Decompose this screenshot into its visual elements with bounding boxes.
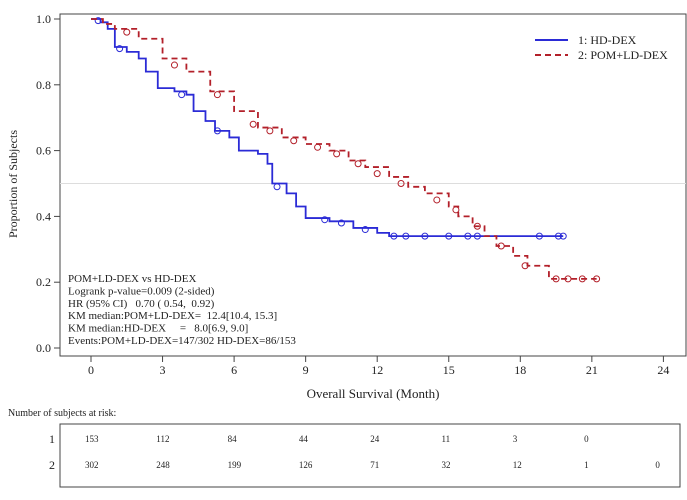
risk-cell: 0 — [584, 434, 589, 444]
y-tick-label: 1.0 — [36, 12, 51, 26]
annotation-line: Events:POM+LD-DEX=147/302 HD-DEX=86/153 — [68, 335, 296, 347]
risk-row-label: 2 — [49, 458, 55, 472]
x-tick-label: 6 — [231, 363, 237, 377]
censor-mark-series-1 — [473, 232, 481, 240]
risk-cell: 153 — [85, 434, 99, 444]
censor-mark-series-1 — [445, 232, 453, 240]
annotation-line: KM median:POM+LD-DEX= 12.4[10.4, 15.3] — [68, 310, 277, 322]
risk-cell: 11 — [442, 434, 451, 444]
censor-mark-series-1 — [421, 232, 429, 240]
risk-cell: 12 — [513, 460, 522, 470]
censor-mark-series-2 — [123, 28, 131, 36]
risk-cell: 248 — [156, 460, 170, 470]
risk-cell: 84 — [228, 434, 238, 444]
censor-mark-series-2 — [433, 196, 441, 204]
x-tick-label: 18 — [514, 363, 526, 377]
annotation-line: KM median:HD-DEX = 8.0[6.9, 9.0] — [68, 323, 248, 335]
risk-cell: 3 — [513, 434, 518, 444]
risk-cell: 0 — [655, 460, 660, 470]
censor-mark-series-1 — [116, 45, 124, 53]
censor-mark-series-2 — [397, 180, 405, 187]
censor-mark-series-2 — [521, 262, 529, 270]
km-curve-series-1 — [91, 18, 564, 238]
censor-mark-series-1 — [337, 219, 345, 227]
risk-cell: 71 — [370, 460, 379, 470]
x-tick-label: 24 — [657, 363, 669, 377]
censor-mark-series-1 — [361, 226, 369, 234]
risk-cell: 44 — [299, 434, 309, 444]
censor-mark-series-2 — [578, 275, 586, 283]
risk-row-label: 1 — [49, 432, 55, 446]
censor-mark-series-1 — [321, 216, 329, 224]
x-tick-label: 21 — [586, 363, 598, 377]
censor-mark-series-2 — [249, 120, 257, 128]
censor-mark-series-2 — [290, 137, 298, 145]
censor-mark-series-2 — [497, 242, 505, 250]
censor-mark-series-2 — [373, 170, 381, 178]
censor-mark-series-1 — [273, 183, 281, 191]
censor-mark-series-1 — [559, 232, 567, 240]
y-tick-label: 0.4 — [36, 209, 51, 223]
annotation-line: Logrank p-value=0.009 (2-sided) — [68, 285, 215, 297]
censor-mark-series-1 — [464, 232, 472, 240]
censor-mark-series-2 — [170, 61, 178, 69]
y-tick-label: 0.6 — [36, 144, 51, 158]
risk-cell: 302 — [85, 460, 99, 470]
x-tick-label: 15 — [443, 363, 455, 377]
risk-cell: 24 — [370, 434, 380, 444]
x-tick-label: 0 — [88, 363, 94, 377]
risk-table-title: Number of subjects at risk: — [8, 408, 116, 419]
censor-mark-series-2 — [552, 275, 560, 283]
y-tick-label: 0.8 — [36, 78, 51, 92]
censor-mark-series-2 — [452, 206, 460, 214]
risk-cell: 32 — [442, 460, 451, 470]
legend-label-2: 2: POM+LD-DEX — [578, 48, 668, 62]
risk-cell: 199 — [228, 460, 242, 470]
censor-mark-series-2 — [314, 143, 322, 151]
x-axis-label: Overall Survival (Month) — [307, 386, 440, 401]
censor-mark-series-1 — [535, 232, 543, 240]
censor-mark-series-1 — [554, 232, 562, 240]
y-axis-label: Proportion of Subjects — [6, 130, 20, 238]
censor-mark-series-2 — [473, 222, 481, 230]
censor-mark-series-2 — [266, 127, 274, 135]
x-tick-label: 12 — [371, 363, 383, 377]
y-tick-label: 0.2 — [36, 275, 51, 289]
x-tick-label: 3 — [160, 363, 166, 377]
x-tick-label: 9 — [303, 363, 309, 377]
censor-mark-series-1 — [178, 91, 186, 99]
censor-mark-series-1 — [213, 127, 221, 135]
km-curve-series-2 — [91, 18, 597, 280]
censor-mark-series-1 — [94, 17, 102, 25]
annotation-line: HR (95% CI) 0.70 ( 0.54, 0.92) — [68, 298, 215, 310]
risk-table-frame — [59, 423, 681, 488]
risk-cell: 126 — [299, 460, 313, 470]
censor-mark-series-1 — [390, 232, 398, 240]
y-tick-label: 0.0 — [36, 341, 51, 355]
censor-mark-series-1 — [402, 232, 410, 240]
censor-mark-series-2 — [333, 150, 341, 158]
censor-mark-series-2 — [354, 160, 362, 168]
censor-mark-series-2 — [564, 275, 572, 283]
censor-mark-series-2 — [593, 275, 601, 283]
risk-cell: 1 — [584, 460, 589, 470]
risk-cell: 112 — [156, 434, 169, 444]
plot-frame — [59, 13, 687, 357]
annotation-line: POM+LD-DEX vs HD-DEX — [68, 273, 196, 285]
legend-label-1: 1: HD-DEX — [578, 33, 637, 47]
censor-mark-series-2 — [213, 91, 221, 99]
